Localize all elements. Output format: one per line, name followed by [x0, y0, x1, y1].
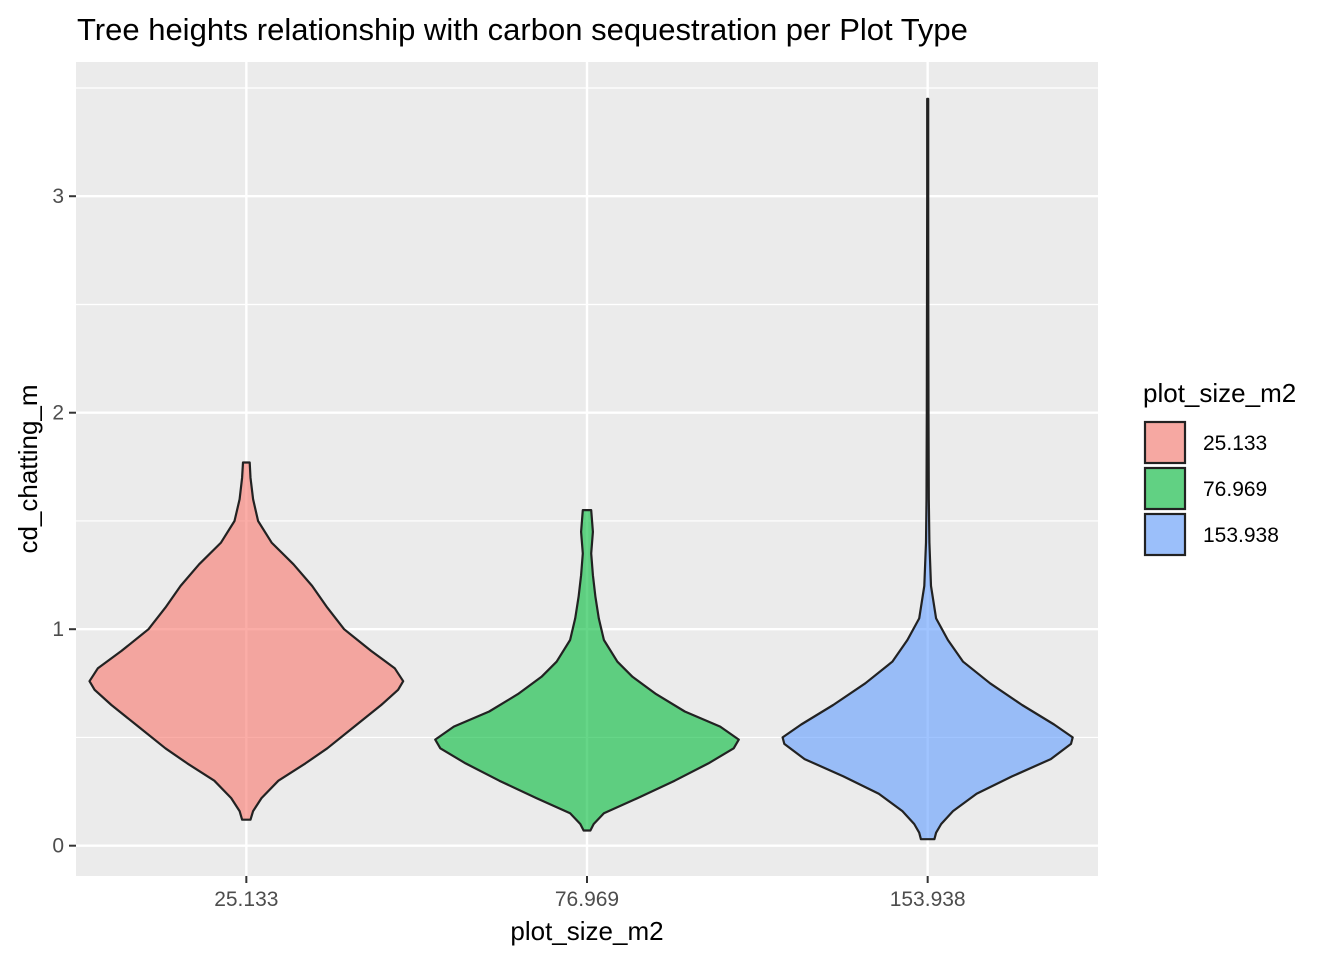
y-tick-label: 2 — [52, 402, 64, 425]
legend: plot_size_m2 25.133 76.969 153.938 — [1143, 378, 1296, 557]
y-axis-title: cd_chatting_m — [13, 384, 43, 553]
legend-label: 76.969 — [1203, 478, 1267, 501]
legend-label: 153.938 — [1203, 524, 1279, 547]
legend-title: plot_size_m2 — [1143, 378, 1296, 408]
y-tick-label: 1 — [52, 618, 64, 641]
legend-key-25.133 — [1143, 420, 1187, 465]
x-tick-label: 153.938 — [890, 888, 966, 911]
legend-label: 25.133 — [1203, 432, 1267, 455]
violin-layer — [88, 97, 1074, 841]
violin-153.938 — [781, 97, 1074, 841]
legend-key-76.969 — [1143, 466, 1187, 511]
chart-title: Tree heights relationship with carbon se… — [77, 12, 968, 47]
y-tick-label: 0 — [52, 835, 64, 858]
legend-key-153.938 — [1143, 512, 1187, 557]
violin-25.133 — [88, 461, 405, 821]
x-axis-title: plot_size_m2 — [510, 916, 663, 946]
x-tick-label: 25.133 — [214, 888, 278, 911]
axis-layer: 0 1 2 3 25.133 76.969 153.938 — [52, 185, 965, 911]
y-tick-label: 3 — [52, 185, 64, 208]
violin-76.969 — [434, 509, 740, 832]
x-tick-label: 76.969 — [555, 888, 619, 911]
